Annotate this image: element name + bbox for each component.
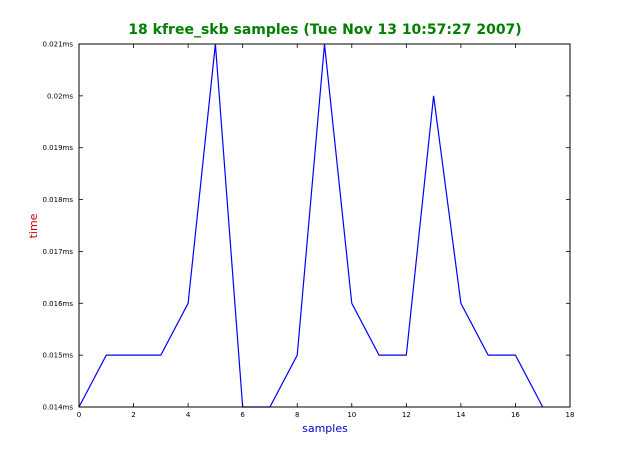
x-tick-label: 18 [566,411,575,419]
y-tick-label: 0.014ms [42,404,73,412]
x-tick-label: 8 [295,411,299,419]
axes-frame [78,43,571,408]
x-tick-label: 2 [131,411,135,419]
x-axis-label: samples [302,422,348,435]
x-tick-label: 4 [186,411,191,419]
x-tick-label: 6 [240,411,245,419]
chart-title: 18 kfree_skb samples (Tue Nov 13 10:57:2… [128,22,521,38]
x-tick-label: 14 [456,411,465,419]
y-tick-label: 0.019ms [42,144,73,152]
y-tick-label: 0.02ms [47,92,73,100]
x-tick-label: 12 [402,411,411,419]
y-tick-label: 0.017ms [42,248,73,256]
y-tick-label: 0.021ms [42,41,73,49]
plot-area: 0 2 4 6 8 10 12 14 16 18 0.014ms 0.015ms 0.016ms 0.01… [42,41,574,420]
y-tick-label: 0.015ms [42,352,73,360]
y-tick-label: 0.018ms [42,196,73,204]
x-tick-label: 0 [77,411,81,419]
x-tick-label: 16 [511,411,520,419]
series-line-0 [78,43,544,408]
y-axis-label: time [27,213,40,238]
y-tick-label: 0.016ms [42,300,73,308]
x-tick-label: 10 [347,411,356,419]
